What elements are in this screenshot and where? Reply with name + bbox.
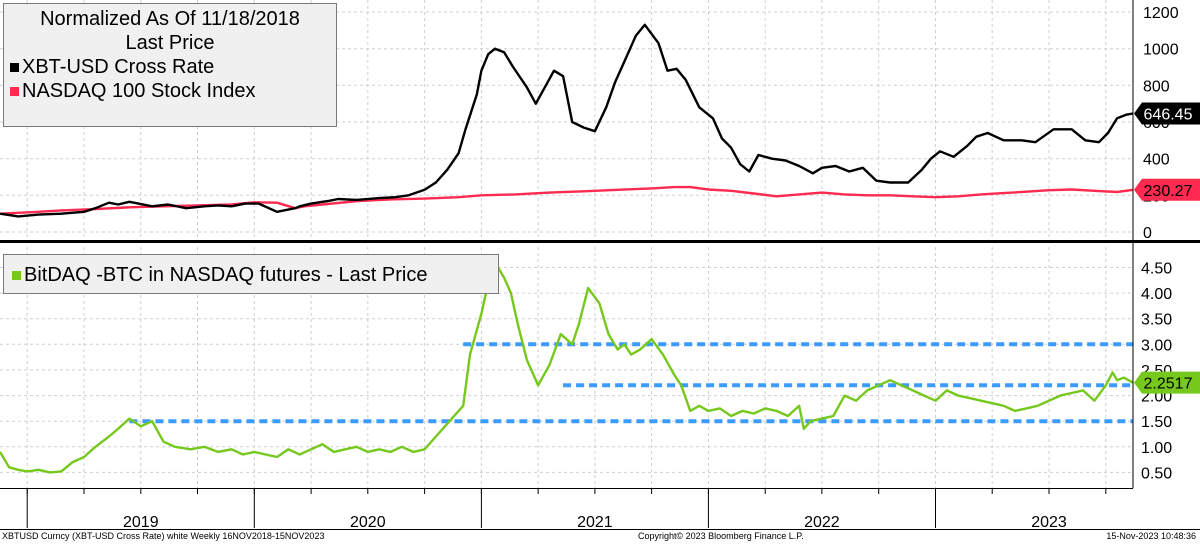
legend-swatch-xbt [10,62,19,72]
footer-left: XBTUSD Curncy (XBT-USD Cross Rate) white… [2,531,325,541]
top-panel-title: Normalized As Of 11/18/2018 [40,8,300,30]
top-panel-legend: Normalized As Of 11/18/2018 Last Price X… [3,3,337,127]
legend-entry-nasdaq: NASDAQ 100 Stock Index [10,79,336,103]
y-tick-bottom: 4.00 [1141,286,1172,303]
x-year-label: 2019 [123,514,159,531]
x-year-label: 2023 [1031,514,1067,531]
legend-label-nasdaq: NASDAQ 100 Stock Index [22,80,256,102]
last-value-nasdaq-bg [1134,178,1200,201]
y-tick-bottom: 0.50 [1141,465,1172,482]
x-year-label: 2020 [350,514,386,531]
legend-label-xbt: XBT-USD Cross Rate [22,56,215,78]
series-line-nasdaq [0,185,1134,215]
x-year-label: 2021 [577,514,613,531]
axis-layer: 1200100080060040020004.504.003.503.002.5… [0,0,1200,531]
footer-center: Copyright© 2023 Bloomberg Finance L.P. [638,531,804,541]
y-tick-bottom: 4.50 [1141,261,1172,278]
last-value-bitdaq-bg [1134,371,1200,394]
x-year-label: 2022 [804,514,840,531]
legend-entry-xbt: XBT-USD Cross Rate [10,55,336,79]
legend-entry-bitdaq: BitDAQ -BTC in NASDAQ futures - Last Pri… [12,263,498,287]
y-tick-bottom: 1.00 [1141,440,1172,457]
series-line-xbt [0,23,1134,218]
last-value-nasdaq: 230.27 [1144,183,1193,200]
reference-lines [129,342,1133,424]
series-layer [0,23,1134,474]
y-tick-bottom: 1.50 [1141,414,1172,431]
y-tick-top: 800 [1143,78,1170,95]
footer-right: 15-Nov-2023 10:48:36 [1106,531,1196,541]
legend-label-bitdaq: BitDAQ -BTC in NASDAQ futures - Last Pri… [24,264,428,286]
series-line-bitdaq [0,261,1134,474]
top-panel-subtitle: Last Price [125,32,215,54]
y-tick-top: 400 [1143,152,1170,169]
last-value-xbt: 646.45 [1144,107,1193,124]
legend-swatch-bitdaq [12,270,21,280]
y-tick-top: 1200 [1143,5,1179,22]
bottom-panel-legend: BitDAQ -BTC in NASDAQ futures - Last Pri… [3,254,499,294]
last-value-xbt-bg [1134,102,1200,125]
last-value-bitdaq: 2.2517 [1144,376,1193,393]
y-tick-bottom: 3.50 [1141,312,1172,329]
legend-swatch-nasdaq [10,86,19,96]
y-tick-bottom: 3.00 [1141,337,1172,354]
y-tick-top: 1000 [1143,42,1179,59]
y-tick-top: 0 [1143,225,1152,242]
